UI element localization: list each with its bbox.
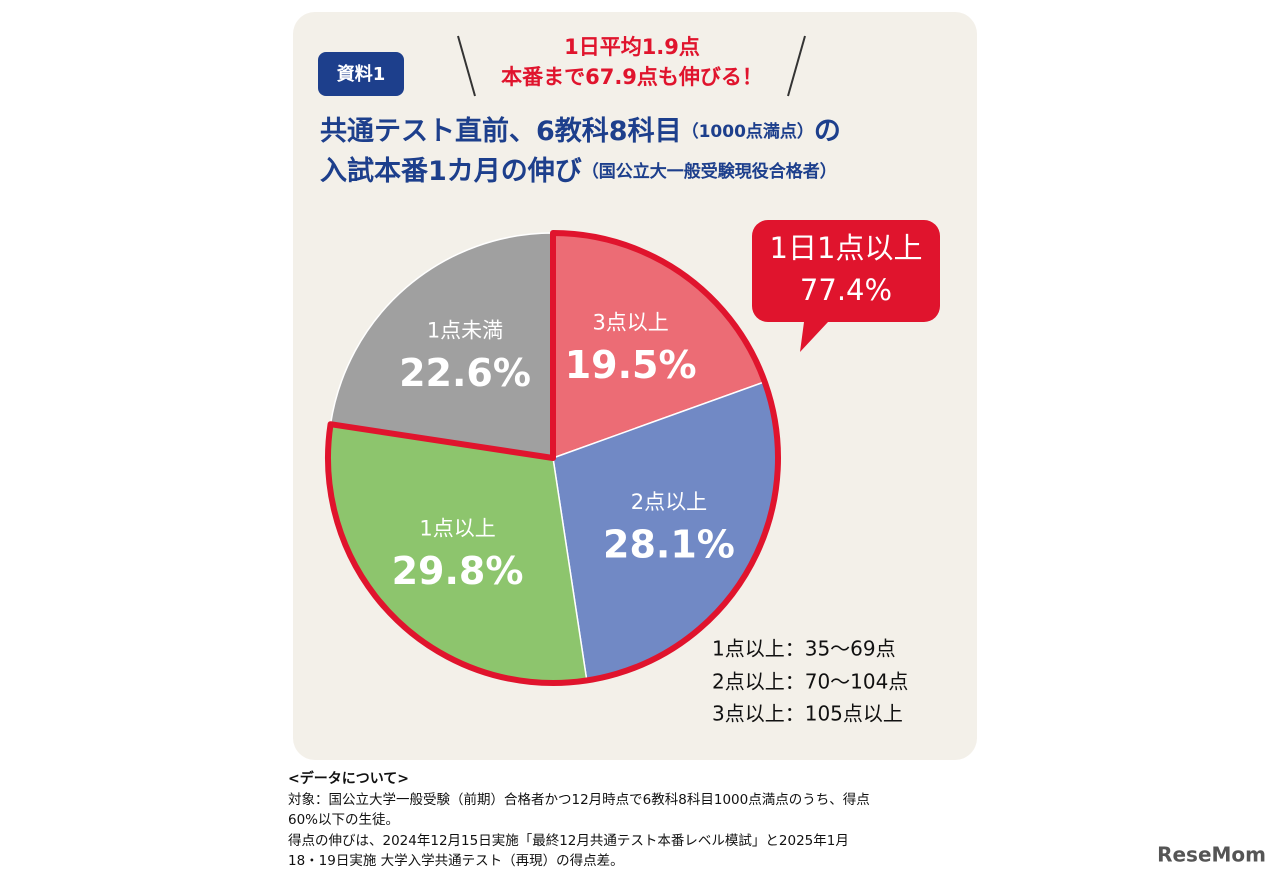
chart-title: 共通テスト直前、6教科8科目（1000点満点）の	[320, 115, 841, 147]
slice-value-label: 19.5%	[565, 343, 697, 387]
annotation-bubble	[752, 220, 940, 352]
slice-category: 1点未満	[427, 319, 503, 343]
footnote: 18・19日実施 大学入学共通テスト（再現）の得点差。	[288, 852, 624, 869]
annotation: 1日1点以上	[770, 231, 923, 265]
footnote: 対象：国公立大学一般受験（前期）合格者かつ12月時点で6教科8科目1000点満点…	[288, 791, 870, 808]
note: 2点以上：70〜104点	[712, 670, 908, 694]
callout-slash	[457, 35, 476, 97]
badge-box	[318, 52, 404, 96]
slice-category: 2点以上	[631, 490, 707, 514]
footnote-heading: <データについて>	[288, 770, 409, 787]
badge: 資料1	[337, 63, 386, 85]
slice-category: 3点以上	[592, 311, 668, 335]
pie-slice	[329, 232, 554, 459]
footnote: 得点の伸びは、2024年12月15日実施「最終12月共通テスト本番レベル模試」と…	[288, 832, 849, 849]
note: 3点以上：105点以上	[712, 702, 903, 726]
slice-value-label: 28.1%	[603, 523, 735, 567]
callout-slash	[787, 35, 806, 97]
footnote: 60%以下の生徒。	[288, 812, 399, 828]
slice-category: 1点以上	[419, 516, 495, 540]
slice-value-label: 29.8%	[392, 549, 524, 593]
logo: ReseMom	[1157, 843, 1266, 867]
highlight-outline	[325, 230, 781, 686]
pie: 3点以上 19.5% 2点以上 28.1% 1点以上 29.8% 1点未満 22.6%	[325, 230, 781, 686]
chart-title: 入試本番1カ月の伸び（国公立大一般受験現役合格者）	[320, 155, 837, 187]
annotation: 77.4%	[800, 273, 892, 307]
callout: 1日平均1.9点	[564, 35, 700, 59]
slice-value-label: 22.6%	[399, 351, 531, 395]
callout: 本番まで67.9点も伸びる！	[501, 65, 763, 89]
note: 1点以上：35〜69点	[712, 637, 896, 661]
